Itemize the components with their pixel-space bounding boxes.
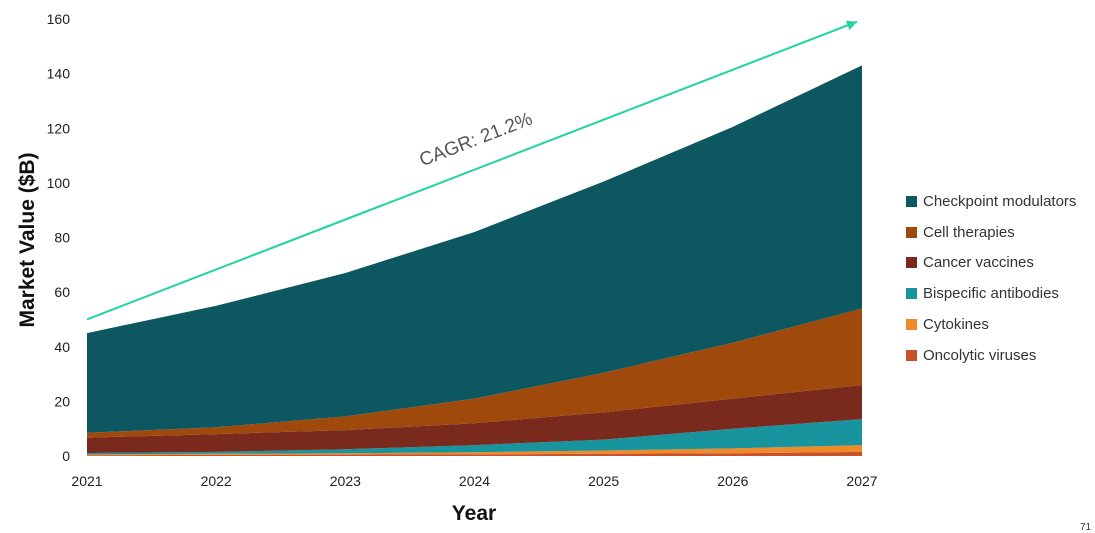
legend-item: Cytokines xyxy=(906,309,1076,340)
legend-label: Cell therapies xyxy=(923,223,1015,241)
area-oncolytic-viruses xyxy=(87,451,862,456)
x-tick-label: 2022 xyxy=(201,473,232,489)
x-axis-ticks: 2021 2022 2023 2024 2025 2026 2027 xyxy=(71,473,877,489)
legend-swatch xyxy=(906,195,917,207)
legend-item: Oncolytic viruses xyxy=(906,340,1076,371)
x-tick-label: 2027 xyxy=(846,473,877,489)
x-tick-label: 2021 xyxy=(71,473,102,489)
cagr-arrow-line xyxy=(86,20,858,321)
x-tick-label: 2025 xyxy=(588,473,619,489)
y-tick-label: 100 xyxy=(47,175,71,191)
y-tick-label: 60 xyxy=(54,284,70,300)
area-cell-therapies xyxy=(87,308,862,438)
legend-label: Cancer vaccines xyxy=(923,254,1034,272)
legend-label: Bispecific antibodies xyxy=(923,285,1059,303)
legend-item: Cell therapies xyxy=(906,217,1076,248)
y-axis-ticks: 0 20 40 60 80 100 120 140 160 xyxy=(47,11,71,464)
legend-swatch xyxy=(906,288,917,300)
legend-swatch xyxy=(906,257,917,269)
legend-item: Cancer vaccines xyxy=(906,248,1076,279)
area-bispecific-antibodies xyxy=(87,419,862,455)
area-cancer-vaccines xyxy=(87,385,862,453)
cagr-arrow-head xyxy=(845,20,857,31)
legend-label: Oncolytic viruses xyxy=(923,346,1037,364)
y-axis-title: Market Value ($B) xyxy=(16,152,39,327)
cagr-label: CAGR: 21.2% xyxy=(417,109,536,172)
legend-item: Checkpoint modulators xyxy=(906,186,1076,217)
x-tick-label: 2026 xyxy=(717,473,748,489)
legend-swatch xyxy=(906,319,917,331)
y-tick-label: 40 xyxy=(54,339,70,355)
page-number: 71 xyxy=(1080,522,1092,533)
legend-swatch xyxy=(906,226,917,238)
y-tick-label: 20 xyxy=(54,393,70,409)
legend: Checkpoint modulators Cell therapies Cance… xyxy=(906,186,1076,371)
legend-label: Checkpoint modulators xyxy=(923,192,1077,210)
stacked-areas xyxy=(87,65,862,456)
x-tick-label: 2024 xyxy=(459,473,490,489)
x-axis-title: Year xyxy=(452,502,496,525)
y-tick-label: 80 xyxy=(54,230,70,246)
y-tick-label: 120 xyxy=(47,120,71,136)
area-cytokines xyxy=(87,445,862,456)
legend-label: Cytokines xyxy=(923,316,989,334)
area-checkpoint-modulators xyxy=(87,65,862,433)
y-tick-label: 160 xyxy=(47,11,71,27)
legend-item: Bispecific antibodies xyxy=(906,278,1076,309)
x-tick-label: 2023 xyxy=(330,473,361,489)
legend-swatch xyxy=(906,349,917,361)
y-tick-label: 0 xyxy=(62,448,70,464)
y-tick-label: 140 xyxy=(47,66,71,82)
